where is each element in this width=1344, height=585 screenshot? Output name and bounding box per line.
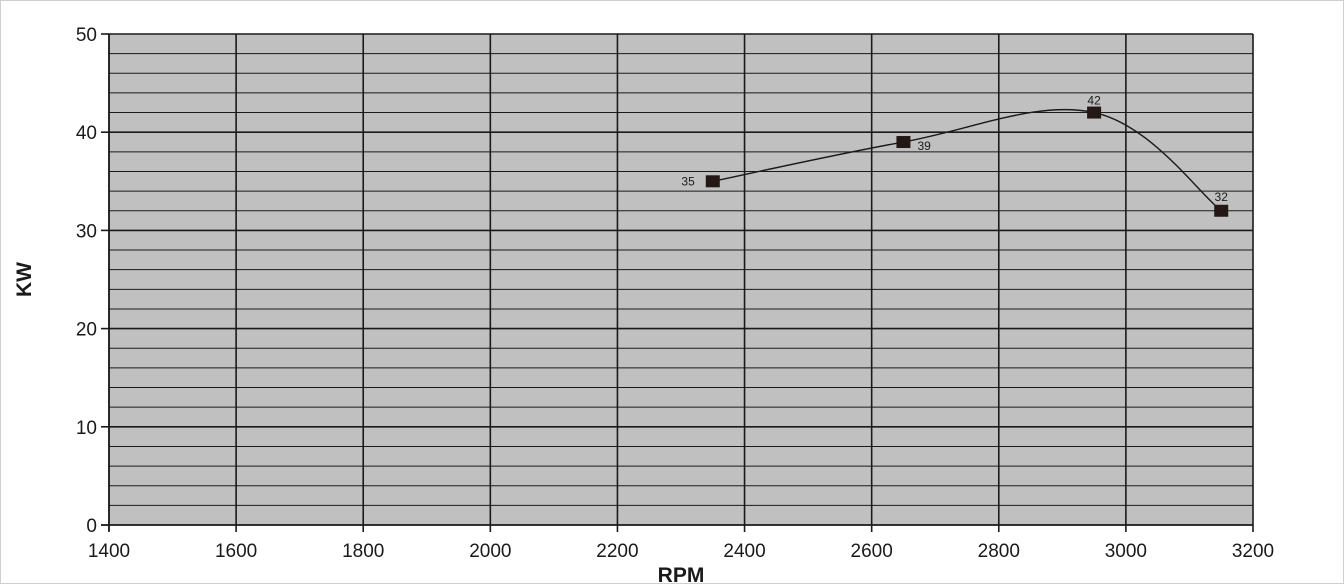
data-label: 39 bbox=[917, 139, 931, 153]
x-tick-label: 2600 bbox=[851, 541, 893, 562]
x-tick-label: 3200 bbox=[1232, 541, 1274, 562]
data-point-marker bbox=[1087, 106, 1102, 119]
x-tick-label: 2200 bbox=[596, 541, 638, 562]
x-tick-label: 2800 bbox=[978, 541, 1020, 562]
x-tick-label: 1400 bbox=[88, 541, 130, 562]
data-label: 32 bbox=[1215, 190, 1229, 204]
minor-gridlines bbox=[109, 53, 1253, 506]
x-tick-label: 2400 bbox=[723, 541, 765, 562]
data-point-marker bbox=[1214, 204, 1229, 217]
tick-labels: 0 10 20 30 40 50 1400 1600 1800 2000 2200 2400 2600 2… bbox=[76, 25, 1274, 562]
x-tick-label: 1600 bbox=[215, 541, 257, 562]
y-tick-label: 20 bbox=[76, 320, 97, 341]
y-tick-label: 50 bbox=[76, 25, 97, 46]
y-axis-title: KW bbox=[13, 262, 36, 297]
data-point-marker bbox=[896, 136, 911, 149]
series-line bbox=[712, 108, 1222, 212]
x-tick-label: 1800 bbox=[342, 541, 384, 562]
y-tick-label: 0 bbox=[86, 516, 97, 537]
plot-area bbox=[109, 34, 1253, 525]
y-tick-label: 10 bbox=[76, 418, 97, 439]
data-label: 35 bbox=[681, 174, 695, 188]
y-tick-label: 40 bbox=[76, 123, 97, 144]
data-label: 42 bbox=[1087, 94, 1101, 108]
data-point-marker bbox=[705, 175, 720, 188]
y-tick-label: 30 bbox=[76, 221, 97, 242]
x-axis-title: RPM bbox=[658, 564, 705, 585]
axes bbox=[101, 33, 1254, 532]
x-tick-label: 3000 bbox=[1105, 541, 1147, 562]
data-series: 35 39 42 32 bbox=[681, 94, 1229, 217]
x-tick-label: 2000 bbox=[469, 541, 511, 562]
